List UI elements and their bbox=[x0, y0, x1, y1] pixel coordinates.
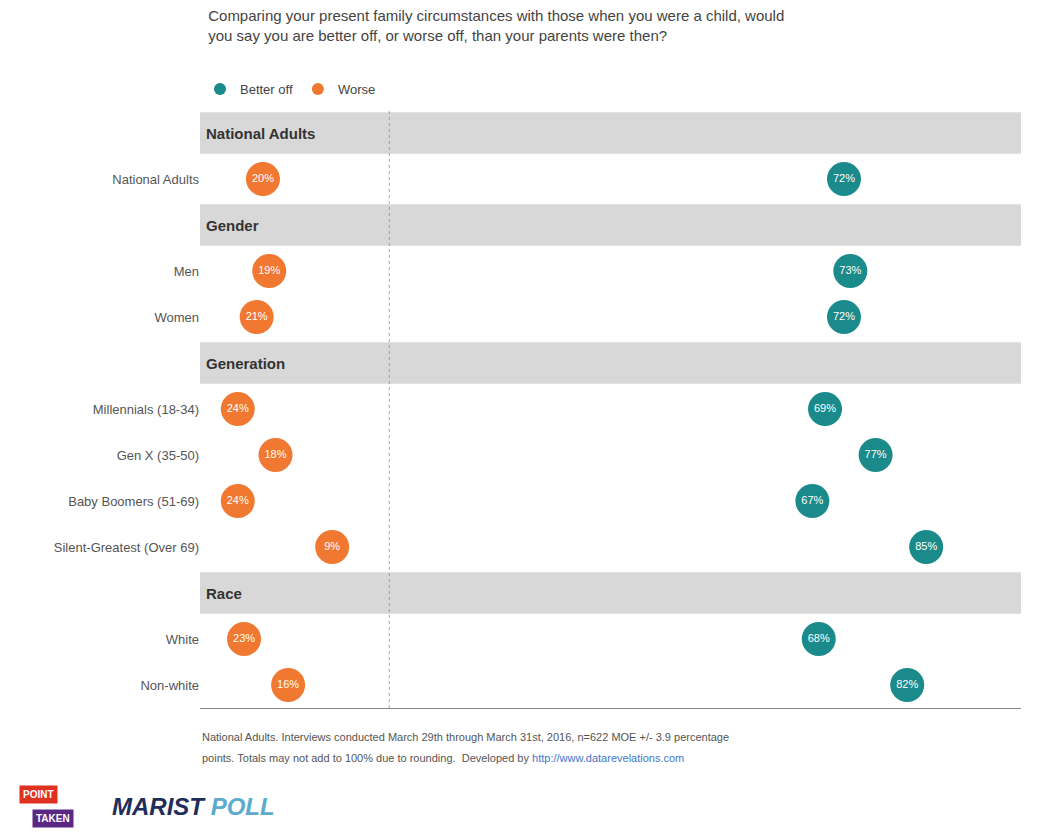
svg-text:Men: Men bbox=[174, 264, 199, 279]
svg-text:23%: 23% bbox=[233, 632, 255, 644]
svg-text:20%: 20% bbox=[252, 172, 274, 184]
svg-text:TAKEN: TAKEN bbox=[36, 813, 70, 824]
svg-text:Gender: Gender bbox=[206, 217, 259, 234]
svg-text:Comparing your present family: Comparing your present family circumstan… bbox=[208, 7, 784, 44]
svg-text:National Adults. Interviews co: National Adults. Interviews conducted Ma… bbox=[202, 731, 729, 743]
svg-text:85%: 85% bbox=[915, 540, 937, 552]
svg-text:Better off: Better off bbox=[240, 82, 293, 97]
svg-text:Baby Boomers (51-69): Baby Boomers (51-69) bbox=[68, 494, 199, 509]
svg-text:Non-white: Non-white bbox=[140, 678, 199, 693]
svg-text:82%: 82% bbox=[896, 678, 918, 690]
svg-text:69%: 69% bbox=[814, 402, 836, 414]
svg-text:24%: 24% bbox=[227, 494, 249, 506]
svg-text:Millennials (18-34): Millennials (18-34) bbox=[93, 402, 199, 417]
svg-text:24%: 24% bbox=[227, 402, 249, 414]
svg-text:National Adults: National Adults bbox=[112, 172, 199, 187]
svg-text:Race: Race bbox=[206, 585, 242, 602]
svg-text:9%: 9% bbox=[324, 540, 340, 552]
svg-text:19%: 19% bbox=[258, 264, 280, 276]
svg-text:21%: 21% bbox=[246, 310, 268, 322]
svg-text:points. Totals may not add to: points. Totals may not add to 100% due t… bbox=[202, 752, 684, 764]
svg-text:Generation: Generation bbox=[206, 355, 285, 372]
svg-text:Women: Women bbox=[154, 310, 199, 325]
svg-text:White: White bbox=[166, 632, 199, 647]
svg-text:National Adults: National Adults bbox=[206, 125, 315, 142]
svg-text:POINT: POINT bbox=[23, 789, 54, 800]
svg-text:MARIST POLL: MARIST POLL bbox=[112, 793, 275, 820]
svg-text:Worse: Worse bbox=[338, 82, 375, 97]
svg-text:18%: 18% bbox=[265, 448, 287, 460]
svg-text:68%: 68% bbox=[808, 632, 830, 644]
svg-text:73%: 73% bbox=[839, 264, 861, 276]
svg-text:Silent-Greatest (Over 69): Silent-Greatest (Over 69) bbox=[54, 540, 199, 555]
svg-text:72%: 72% bbox=[833, 310, 855, 322]
svg-text:72%: 72% bbox=[833, 172, 855, 184]
svg-text:67%: 67% bbox=[801, 494, 823, 506]
svg-text:77%: 77% bbox=[865, 448, 887, 460]
svg-text:16%: 16% bbox=[277, 678, 299, 690]
svg-text:Gen X (35-50): Gen X (35-50) bbox=[117, 448, 199, 463]
